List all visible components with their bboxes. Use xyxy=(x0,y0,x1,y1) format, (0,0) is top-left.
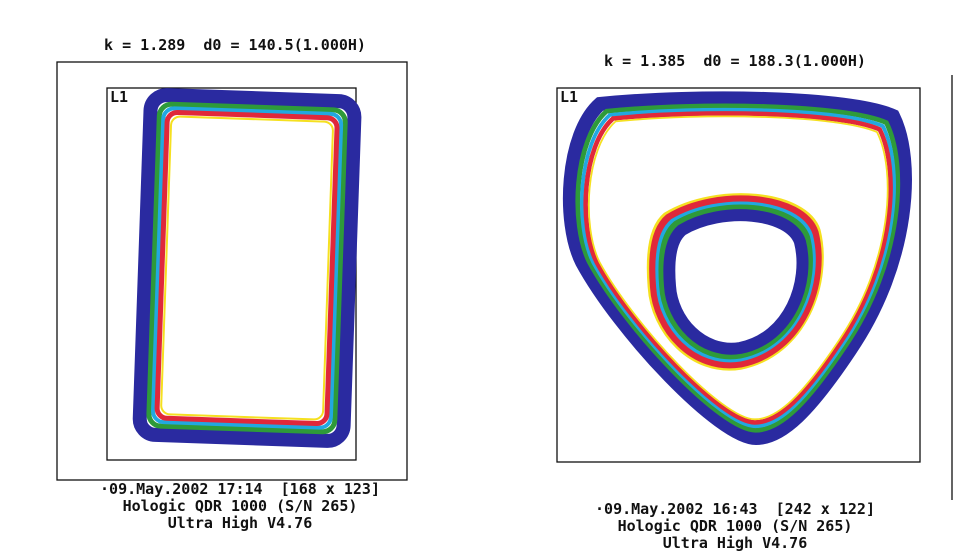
ring-blue xyxy=(139,95,355,442)
footer-line: ·09.May.2002 17:14 [168 x 123] xyxy=(100,480,380,498)
ring-blue xyxy=(669,215,802,349)
right-panel: k = 1.385 d0 = 188.3(1.000H) L1 ·09.May.… xyxy=(557,52,952,552)
ring-red xyxy=(157,112,338,424)
footer-line: Ultra High V4.76 xyxy=(168,514,313,532)
footer-line: Hologic QDR 1000 (S/N 265) xyxy=(618,517,853,535)
left-panel: k = 1.289 d0 = 140.5(1.000H) L1 ·09.May.… xyxy=(57,36,407,532)
ring-green xyxy=(149,104,346,432)
region-box xyxy=(557,88,920,462)
ring-cyan xyxy=(153,108,342,428)
region-label: L1 xyxy=(110,88,128,106)
ring-red xyxy=(586,113,891,422)
outer-contour xyxy=(570,98,905,438)
screenshot: k = 1.289 d0 = 140.5(1.000H) L1 ·09.May.… xyxy=(0,0,965,556)
ring-blue xyxy=(570,98,905,438)
panel-header: k = 1.289 d0 = 140.5(1.000H) xyxy=(104,36,366,54)
panel-header: k = 1.385 d0 = 188.3(1.000H) xyxy=(604,52,866,70)
contour xyxy=(139,95,355,442)
footer-line: ·09.May.2002 16:43 [242 x 122] xyxy=(595,500,875,518)
ring-cyan xyxy=(582,110,894,427)
inner-contour xyxy=(649,195,822,369)
ring-yellow xyxy=(161,116,333,419)
ring-yellow xyxy=(589,116,888,419)
ring-green xyxy=(578,106,898,430)
footer-line: Hologic QDR 1000 (S/N 265) xyxy=(123,497,358,515)
region-label: L1 xyxy=(560,88,578,106)
footer-line: Ultra High V4.76 xyxy=(663,534,808,552)
